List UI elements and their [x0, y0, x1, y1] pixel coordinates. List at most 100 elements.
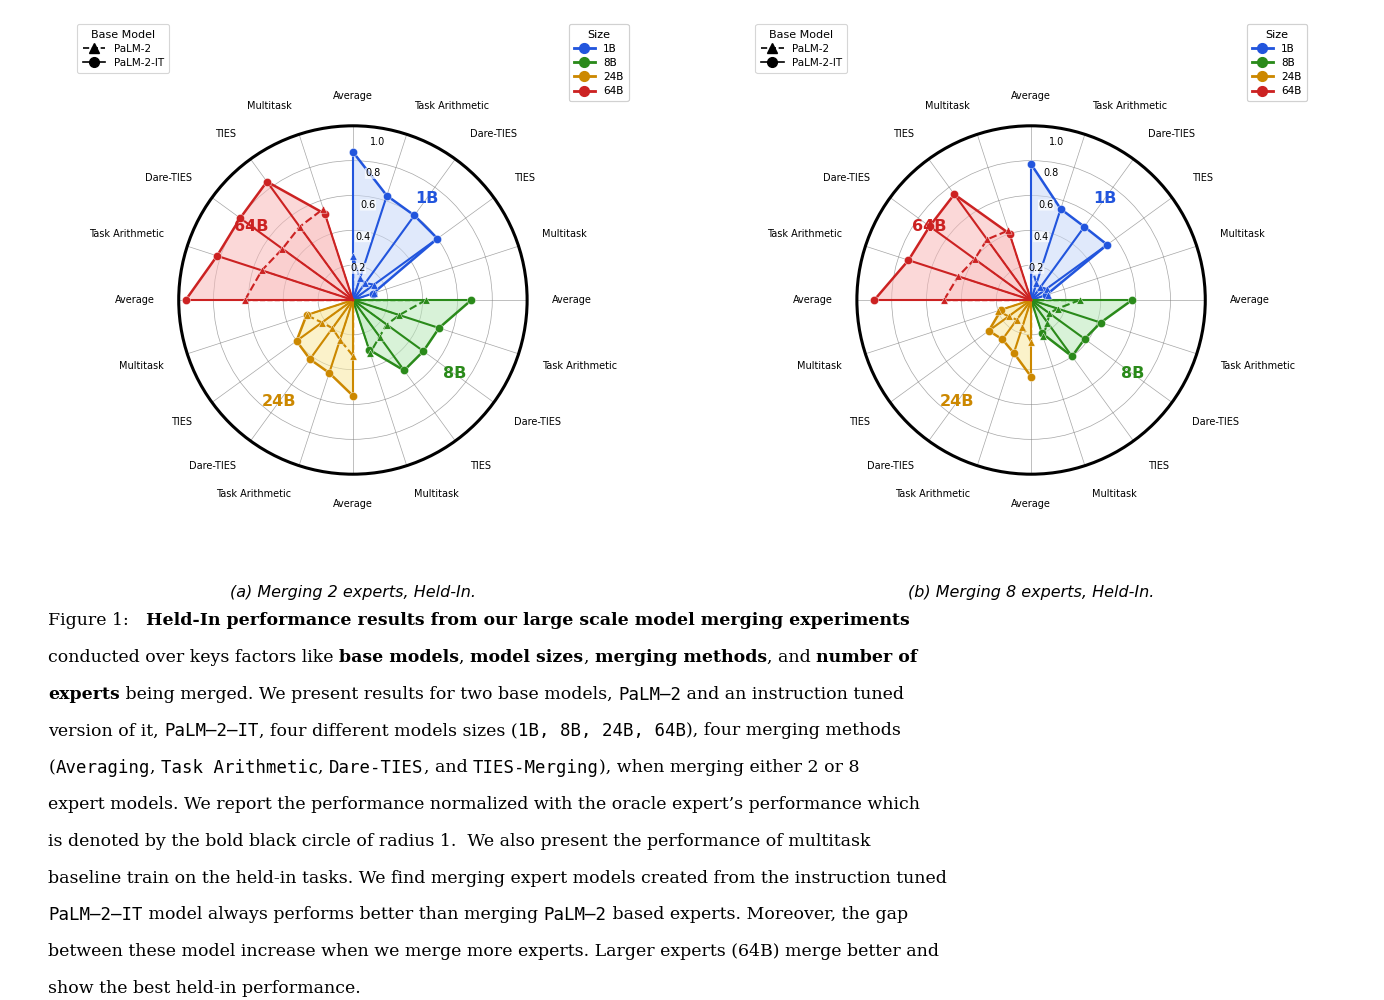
Text: Task Arithmetic: Task Arithmetic	[1219, 361, 1295, 371]
Point	[944, 186, 966, 202]
Polygon shape	[988, 300, 1031, 377]
Text: Multitask: Multitask	[925, 101, 970, 111]
Text: model always performs better than merging: model always performs better than mergin…	[143, 906, 544, 923]
Text: (b) Merging 8 experts, Held-In.: (b) Merging 8 experts, Held-In.	[908, 585, 1154, 600]
Polygon shape	[353, 256, 375, 300]
Point	[1020, 369, 1042, 385]
Text: ), when merging either 2 or 8: ), when merging either 2 or 8	[599, 759, 859, 776]
Text: ,: ,	[459, 649, 471, 666]
Text: Dare-TIES: Dare-TIES	[513, 417, 561, 427]
Text: PaLM–2–IT: PaLM–2–IT	[165, 722, 259, 740]
Text: Task Arithmetic: Task Arithmetic	[894, 489, 970, 499]
Point	[354, 275, 376, 291]
Text: Averaging: Averaging	[55, 759, 149, 777]
Point	[897, 252, 919, 268]
Point	[1035, 287, 1057, 303]
Text: 1B: 1B	[415, 191, 439, 206]
Text: Multitask: Multitask	[1092, 489, 1138, 499]
Text: 0.6: 0.6	[1038, 200, 1053, 210]
Text: Average: Average	[1012, 499, 1050, 509]
Text: 24B: 24B	[262, 394, 296, 409]
Point	[318, 365, 340, 381]
Text: , and: , and	[424, 759, 473, 776]
Point	[461, 292, 483, 308]
Text: Average: Average	[334, 91, 372, 101]
Point	[1096, 237, 1118, 253]
Point	[271, 241, 293, 257]
Point	[1038, 305, 1060, 321]
Text: Task Arithmetic: Task Arithmetic	[767, 229, 843, 239]
Polygon shape	[185, 182, 353, 300]
Text: Dare-TIES: Dare-TIES	[329, 759, 424, 777]
Point	[998, 308, 1020, 324]
Point	[329, 332, 352, 348]
Text: Dare-TIES: Dare-TIES	[190, 461, 237, 471]
Text: and an instruction tuned: and an instruction tuned	[681, 686, 904, 703]
Point	[976, 231, 998, 247]
Text: based experts. Moreover, the gap: based experts. Moreover, the gap	[606, 906, 908, 923]
Text: Dare-TIES: Dare-TIES	[1147, 129, 1194, 139]
Point	[389, 307, 411, 323]
Point	[990, 302, 1012, 318]
Text: Task Arithmetic: Task Arithmetic	[414, 101, 490, 111]
Text: ,: ,	[149, 759, 161, 776]
Text: Dare-TIES: Dare-TIES	[469, 129, 516, 139]
Text: Dare-TIES: Dare-TIES	[1192, 417, 1239, 427]
Point	[1073, 219, 1095, 235]
Text: TIES: TIES	[1192, 173, 1212, 183]
Point	[321, 320, 343, 336]
Text: 8B: 8B	[1121, 366, 1145, 381]
Text: Average: Average	[115, 295, 155, 305]
Text: 1B: 1B	[1093, 191, 1117, 206]
Text: 0.2: 0.2	[350, 263, 365, 273]
Text: , four different models sizes (: , four different models sizes (	[259, 722, 518, 739]
Polygon shape	[245, 209, 353, 300]
Point	[174, 292, 197, 308]
Point	[1037, 315, 1059, 331]
Point	[393, 362, 415, 378]
Point	[428, 320, 450, 336]
Text: TIES: TIES	[893, 129, 915, 139]
Point	[426, 231, 448, 247]
Point	[342, 388, 364, 404]
Text: Dare-TIES: Dare-TIES	[868, 461, 915, 471]
Text: 0.8: 0.8	[1044, 168, 1059, 178]
Point	[1026, 275, 1048, 291]
Point	[234, 292, 256, 308]
Point	[295, 307, 317, 323]
Text: PaLM–2: PaLM–2	[544, 906, 606, 924]
Text: 1.0: 1.0	[1049, 137, 1064, 147]
Polygon shape	[1031, 164, 1107, 300]
Text: PaLM–2: PaLM–2	[619, 686, 681, 704]
Text: Average: Average	[1012, 91, 1050, 101]
Legend: 1B, 8B, 24B, 64B: 1B, 8B, 24B, 64B	[1247, 24, 1306, 101]
Text: Task Arithmetic: Task Arithmetic	[161, 759, 318, 777]
Point	[375, 317, 397, 333]
Text: , and: , and	[767, 649, 817, 666]
Point	[1020, 334, 1042, 350]
Point	[376, 188, 399, 204]
Polygon shape	[1031, 300, 1132, 356]
Text: Average: Average	[334, 499, 372, 509]
Point	[342, 248, 364, 264]
Point	[230, 210, 252, 226]
Point	[1020, 156, 1042, 172]
Point	[1032, 328, 1055, 344]
Point	[998, 226, 1020, 242]
Text: 64B: 64B	[234, 219, 268, 234]
Text: TIES-Merging: TIES-Merging	[473, 759, 599, 777]
Polygon shape	[353, 300, 472, 370]
Text: Held-In performance results from our large scale model merging experiments: Held-In performance results from our lar…	[145, 612, 909, 629]
Text: Task Arithmetic: Task Arithmetic	[89, 229, 165, 239]
Text: Multitask: Multitask	[246, 101, 292, 111]
Point	[991, 331, 1013, 347]
Text: Dare-TIES: Dare-TIES	[145, 173, 192, 183]
Text: Multitask: Multitask	[541, 229, 587, 239]
Point	[1035, 281, 1057, 297]
Text: 0.8: 0.8	[365, 168, 381, 178]
Point	[933, 292, 955, 308]
Text: is denoted by the bold black circle of radius 1.  We also present the performanc: is denoted by the bold black circle of r…	[48, 833, 871, 850]
Text: PaLM–2–IT: PaLM–2–IT	[48, 906, 143, 924]
Point	[358, 345, 381, 361]
Point	[349, 270, 371, 286]
